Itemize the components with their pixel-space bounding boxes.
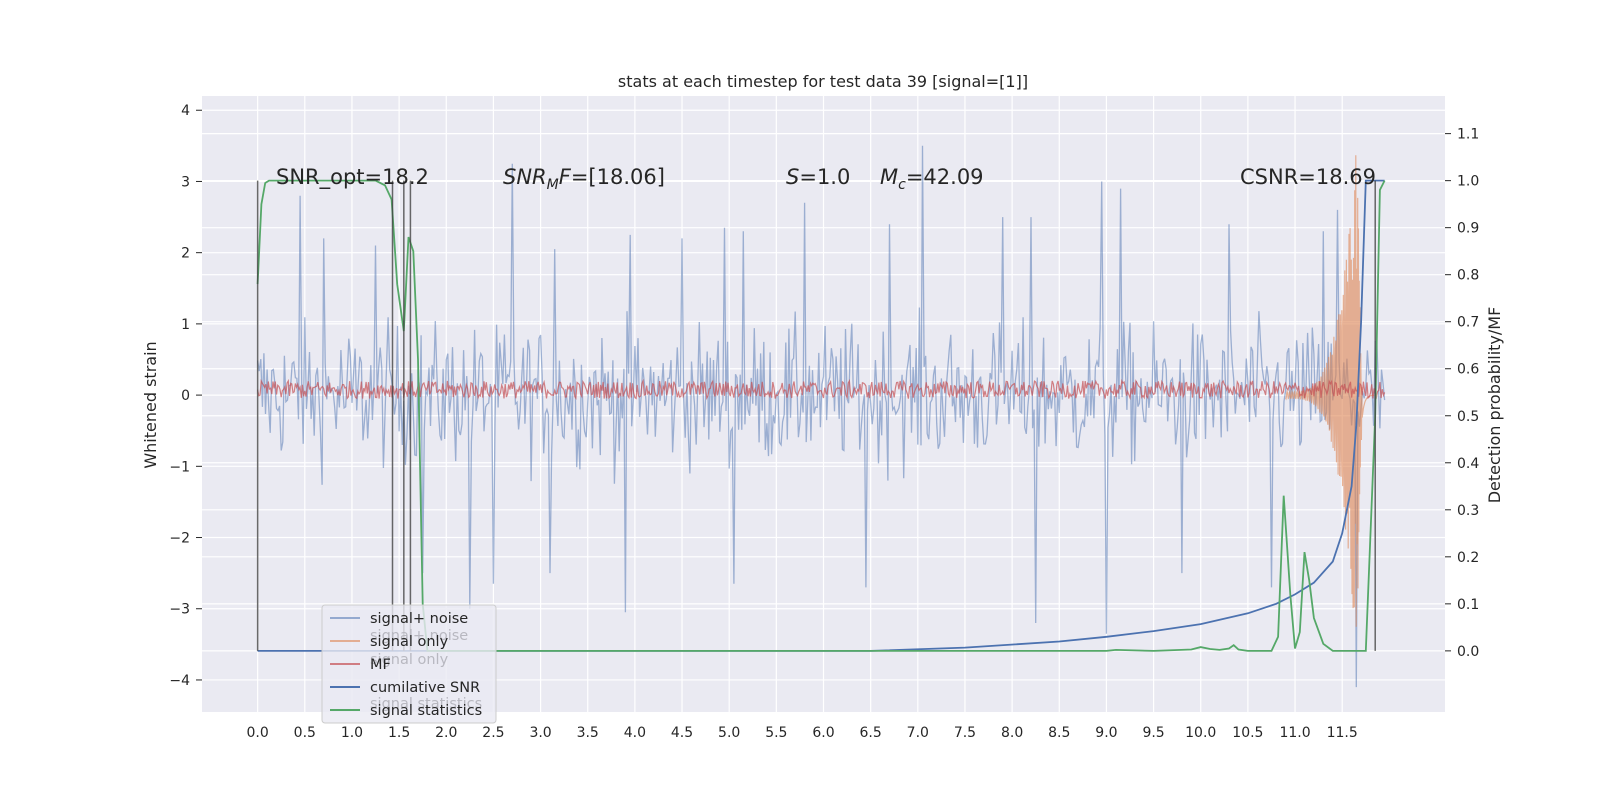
x-tick-label: 0.5 [294,725,316,741]
x-tick-label: 7.0 [907,725,929,741]
x-tick-label: 11.5 [1327,725,1358,741]
legend-ghost-label: signal only [370,652,449,668]
annotation-snr-opt: SNR_opt=18.2 [276,165,429,190]
y-left-tick-label: 4 [181,103,190,119]
annotation-s: S=1.0 [786,165,850,189]
legend-label: MF [370,657,391,673]
y-right-tick-label: 0.2 [1457,550,1479,566]
y-left-tick-labels: 4 3 2 1 0 −1 −2 −3 −4 [169,103,202,689]
y-right-tick-label: 0.7 [1457,315,1479,331]
y-axis-label-right: Detection probability/MF [1485,307,1504,504]
y-right-tick-label: 0.9 [1457,221,1479,237]
x-tick-label: 9.5 [1142,725,1164,741]
y-left-tick-label: 3 [181,174,190,190]
vertical-markers [256,180,1376,651]
annotation-s-value: =1.0 [799,165,850,189]
annotation-snr-mf-value: =[18.06] [571,165,665,189]
x-tick-label: 9.0 [1095,725,1117,741]
y-right-tick-label: 0.5 [1457,409,1479,425]
y-right-tick-labels: 1.1 1.0 0.9 0.8 0.7 0.6 0.5 0.4 0.3 0.2 0.1 0.0 [1445,127,1479,660]
chart-title: stats at each timestep for test data 39 … [618,72,1028,91]
legend-label: signal+ noise [370,611,468,627]
series-layer [256,145,1386,688]
y-right-tick-label: 1.1 [1457,127,1479,143]
legend-box [321,604,497,724]
y-right-tick-label: 0.8 [1457,268,1479,284]
x-tick-label: 10.5 [1232,725,1263,741]
x-tick-label: 6.0 [812,725,834,741]
y-left-tick-label: 2 [181,246,190,262]
x-tick-label: 3.5 [577,725,599,741]
y-right-tick-label: 1.0 [1457,174,1479,190]
x-tick-label: 10.0 [1185,725,1216,741]
y-left-tick-label: −2 [169,531,190,547]
annotation-mc-value: =42.09 [906,165,984,189]
x-tick-label: 5.0 [718,725,740,741]
series-mf [257,378,1386,401]
y-left-tick-label: −1 [169,459,190,475]
x-tick-label: 6.5 [860,725,882,741]
x-tick-label: 3.0 [529,725,551,741]
x-tick-label: 2.5 [482,725,504,741]
legend-label: signal statistics [370,703,482,719]
x-tick-label: 5.5 [765,725,787,741]
x-tick-label: 2.0 [435,725,457,741]
y-left-tick-label: −3 [169,602,190,618]
annotation-mc-subscript: c [898,177,906,193]
legend-ghost-label: signal statistics [370,696,482,712]
legend-label: cumilative SNR [370,680,480,696]
y-right-tick-label: 0.6 [1457,362,1479,378]
y-right-tick-label: 0.1 [1457,597,1479,613]
y-right-tick-label: 0.0 [1457,644,1479,660]
annotation-mc-symbol: M [880,165,898,189]
annotation-mc: Mc=42.09 [880,165,984,193]
y-left-tick-label: −4 [169,673,190,689]
annotation-s-symbol: S [786,165,799,189]
legend-ghost-label: signal+ noise [370,628,468,644]
y-left-tick-label: 0 [181,388,190,404]
x-tick-label: 4.5 [671,725,693,741]
annotation-snr-mf-part2: F [559,165,572,189]
series-signal-only [1285,155,1375,627]
x-tick-label: 8.0 [1001,725,1023,741]
x-tick-label: 7.5 [954,725,976,741]
series-signal-plus-noise [256,145,1386,688]
x-tick-label: 1.0 [341,725,363,741]
x-tick-label: 4.0 [624,725,646,741]
series-cumulative-snr [257,179,1385,652]
y-left-tick-label: 1 [181,317,190,333]
series-signal-statistics [256,179,1386,652]
x-tick-label: 11.0 [1279,725,1310,741]
grid-lines [202,96,1445,712]
y-axis-label-left: Whitened strain [141,341,160,468]
annotation-snr-mf-part: SNR [503,165,547,189]
x-tick-labels: 0.0 0.5 1.0 1.5 2.0 2.5 3.0 3.5 4.0 4.5 5.0 5.5 6.0 6… [247,725,1358,741]
annotation-snr-mf-subscript: M [547,177,559,193]
annotation-csnr: CSNR=18.69 [1240,165,1376,189]
x-tick-label: 0.0 [247,725,269,741]
y-right-tick-label: 0.3 [1457,503,1479,519]
legend-label: signal only [370,634,449,650]
x-tick-label: 1.5 [388,725,410,741]
y-right-tick-label: 0.4 [1457,456,1479,472]
annotation-snr-mf: SNRMF=[18.06] [503,165,665,193]
x-tick-label: 8.5 [1048,725,1070,741]
